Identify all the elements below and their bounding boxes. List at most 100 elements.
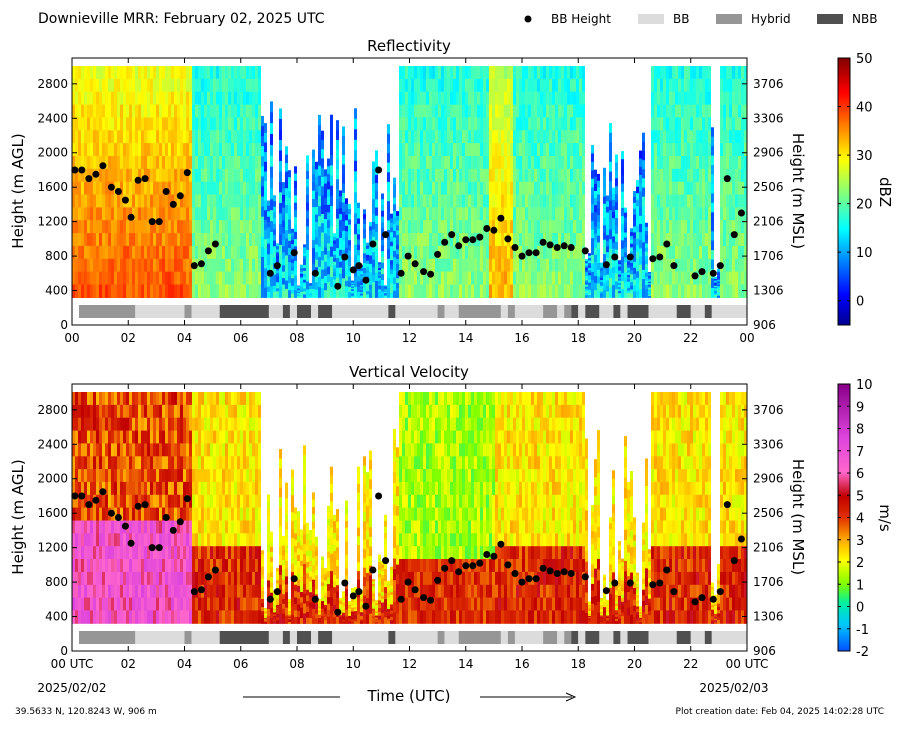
field-cell — [87, 443, 90, 456]
field-cell — [582, 105, 585, 119]
bb-class-segment — [585, 305, 599, 318]
field-cell — [261, 116, 264, 127]
field-cell — [390, 246, 393, 251]
field-cell — [270, 254, 273, 265]
field-cell — [327, 205, 330, 213]
field-cell — [135, 285, 138, 299]
field-cell — [138, 533, 141, 546]
field-cell — [162, 418, 165, 431]
field-cell — [108, 405, 111, 418]
field-cell — [183, 156, 186, 170]
field-cell — [108, 610, 111, 623]
field-cell — [498, 182, 501, 196]
field-cell — [471, 143, 474, 157]
field-cell — [303, 286, 306, 290]
field-cell — [168, 585, 171, 598]
field-cell — [186, 66, 189, 80]
field-cell — [579, 220, 582, 234]
field-cell — [429, 143, 432, 157]
field-cell — [129, 598, 132, 611]
field-cell — [126, 610, 129, 623]
field-cell — [219, 246, 222, 260]
field-cell — [339, 232, 342, 239]
field-cell — [534, 92, 537, 106]
field-cell — [213, 79, 216, 93]
field-cell — [621, 159, 624, 168]
field-cell — [195, 143, 198, 157]
field-cell — [642, 242, 645, 252]
field-cell — [711, 212, 714, 222]
field-cell — [597, 277, 600, 285]
field-cell — [102, 259, 105, 273]
field-cell — [609, 143, 612, 153]
field-cell — [405, 207, 408, 221]
field-cell — [591, 162, 594, 171]
field-cell — [528, 285, 531, 299]
field-cell — [477, 143, 480, 157]
field-cell — [174, 572, 177, 585]
field-cell — [462, 207, 465, 221]
field-cell — [414, 285, 417, 299]
field-cell — [411, 272, 414, 286]
field-cell — [315, 215, 318, 223]
field-cell — [261, 197, 264, 208]
field-cell — [702, 66, 705, 80]
field-cell — [171, 572, 174, 585]
field-cell — [162, 130, 165, 144]
field-cell — [93, 443, 96, 456]
field-cell — [363, 288, 366, 294]
field-cell — [192, 182, 195, 196]
field-cell — [507, 66, 510, 80]
field-cell — [420, 92, 423, 106]
field-cell — [681, 66, 684, 80]
field-cell — [126, 443, 129, 456]
field-cell — [678, 272, 681, 286]
field-cell — [372, 199, 375, 207]
y-axis-label: Height (m AGL) — [9, 133, 27, 248]
field-cell — [156, 392, 159, 405]
field-cell — [162, 572, 165, 585]
field-cell — [561, 66, 564, 80]
field-cell — [672, 272, 675, 286]
field-cell — [678, 207, 681, 221]
field-cell — [195, 246, 198, 260]
field-cell — [258, 272, 261, 286]
field-cell — [723, 233, 726, 247]
field-cell — [156, 405, 159, 418]
field-cell — [459, 207, 462, 221]
field-cell — [222, 66, 225, 80]
field-cell — [381, 257, 384, 263]
field-cell — [246, 130, 249, 144]
field-cell — [90, 130, 93, 144]
field-cell — [306, 282, 309, 291]
field-cell — [666, 130, 669, 144]
field-cell — [318, 257, 321, 268]
field-cell — [642, 233, 645, 243]
field-cell — [426, 92, 429, 106]
field-cell — [534, 143, 537, 157]
field-cell — [540, 156, 543, 170]
field-cell — [711, 127, 714, 137]
field-cell — [153, 495, 156, 508]
field-cell — [483, 259, 486, 273]
field-cell — [180, 546, 183, 559]
field-cell — [597, 215, 600, 223]
field-cell — [414, 66, 417, 80]
field-cell — [135, 79, 138, 93]
field-cell — [405, 220, 408, 234]
field-cell — [558, 182, 561, 196]
field-cell — [342, 259, 345, 269]
field-cell — [75, 117, 78, 130]
field-cell — [537, 169, 540, 183]
field-cell — [168, 431, 171, 444]
field-cell — [519, 79, 522, 93]
field-cell — [147, 469, 150, 482]
field-cell — [354, 224, 357, 235]
field-cell — [480, 143, 483, 157]
bb-height-point — [738, 210, 745, 217]
field-cell — [180, 392, 183, 405]
field-cell — [492, 156, 495, 170]
field-cell — [735, 143, 738, 157]
field-cell — [177, 392, 180, 405]
x-tick-label: 18 — [571, 331, 586, 345]
